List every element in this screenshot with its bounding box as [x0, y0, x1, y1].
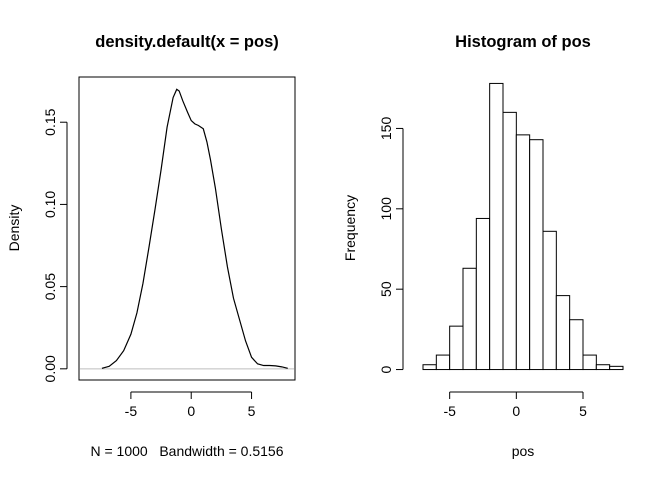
histogram-bar: [449, 325, 464, 371]
histogram-bar: [595, 364, 611, 371]
histogram-title: Histogram of pos: [455, 33, 591, 51]
density-x-tick-label: 0: [187, 403, 195, 419]
histogram-y-tick-label: 50: [378, 281, 394, 297]
density-x-tick-label: 5: [248, 403, 256, 419]
histogram-x-label: pos: [512, 443, 535, 459]
histogram-y-tick-label: 150: [378, 117, 394, 141]
density-y-label: Density: [6, 205, 22, 252]
histogram-bar: [609, 365, 624, 371]
density-title: density.default(x = pos): [95, 33, 279, 51]
density-x-label: N = 1000 Bandwidth = 0.5156: [90, 443, 283, 459]
histogram-bar: [555, 295, 571, 371]
histogram-x-ticks: -5 0 5: [443, 392, 587, 419]
histogram-bar: [569, 319, 584, 371]
histogram-x-tick-label: 0: [512, 403, 520, 419]
histogram-y-tick-label: 0: [378, 365, 394, 373]
histogram-bar: [515, 134, 531, 371]
histogram-bar: [475, 217, 491, 371]
histogram-bars: [422, 82, 624, 371]
histogram-x-tick-label: -5: [443, 403, 456, 419]
density-plot-frame: [78, 76, 296, 381]
histogram-panel: Histogram of pos -5 0 5 0 50 100 150 pos Freq…: [342, 33, 624, 459]
histogram-x-tick-label: 5: [579, 403, 587, 419]
density-y-ticks: 0.00 0.05 0.10 0.15: [42, 108, 67, 382]
histogram-y-label: Frequency: [342, 195, 358, 261]
histogram-bar: [489, 82, 504, 371]
histogram-bar: [502, 111, 517, 371]
density-y-tick-label: 0.10: [42, 191, 58, 218]
histogram-bar: [542, 230, 557, 371]
density-curve: [101, 88, 288, 369]
histogram-bar: [422, 364, 437, 371]
density-x-ticks: -5 0 5: [125, 392, 256, 419]
density-panel: density.default(x = pos) -5 0 5 0.000.050.…: [6, 33, 296, 459]
histogram-bar: [582, 354, 597, 371]
histogram-bar: [435, 354, 451, 371]
density-y-tick-label: 0.05: [42, 273, 58, 300]
density-y-tick-label: 0.00: [42, 355, 58, 382]
histogram-y-tick-label: 100: [378, 197, 394, 221]
histogram-y-ticks: 0 50 100 150: [378, 117, 403, 373]
density-y-tick-label: 0.15: [42, 108, 58, 135]
histogram-bar: [462, 267, 477, 371]
histogram-bar: [529, 139, 544, 371]
density-x-tick-label: -5: [125, 403, 138, 419]
